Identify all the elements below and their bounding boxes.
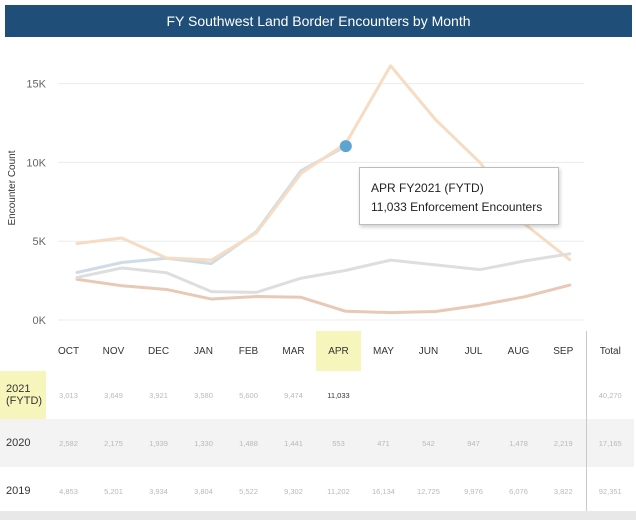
table-cell (541, 371, 586, 419)
tooltip-value: 11,033 Enforcement Encounters (371, 200, 543, 214)
table-cell: 4,853 (46, 467, 91, 515)
table-header-row: OCT NOV DEC JAN FEB MAR APR MAY JUN JUL AUG SEP Tota… (0, 331, 634, 371)
chart-title-bar: FY Southwest Land Border Encounters by M… (5, 5, 632, 37)
table-cell: 3,921 (136, 371, 181, 419)
table-cell: 3,804 (181, 467, 226, 515)
y-axis-label: Encounter Count (7, 150, 18, 225)
table-cell: 1,939 (136, 419, 181, 467)
highlight-point[interactable] (339, 140, 352, 153)
table-cell: 16,134 (361, 467, 406, 515)
month-header: DEC (147, 345, 170, 357)
table-cell: 9,474 (271, 371, 316, 419)
row-label: 2020 (0, 419, 46, 467)
month-header: AUG (507, 345, 530, 357)
table-cell: 12,725 (406, 467, 451, 515)
table-cell: 9,302 (271, 467, 316, 515)
table-cell: 1,441 (271, 419, 316, 467)
table-cell: 3,822 (541, 467, 586, 515)
header-corner (0, 331, 46, 371)
y-tick-label: 0K (33, 315, 47, 327)
table-cell: 1,488 (226, 419, 271, 467)
table-cell: 553 (316, 419, 361, 467)
month-header: JUL (464, 345, 483, 357)
month-header: MAY (373, 345, 394, 357)
table-cell: 5,201 (91, 467, 136, 515)
row-label: 2021 (FYTD) (0, 371, 46, 419)
table-cell: 1,330 (181, 419, 226, 467)
row-total: 92,351 (585, 467, 634, 515)
table-cell: 3,649 (91, 371, 136, 419)
table-row: 2021 (FYTD) 3,013 3,649 3,921 3,580 5,600 9,47… (0, 371, 634, 419)
table-row: 2020 2,582 2,175 1,939 1,330 1,488 1,441 553 471… (0, 419, 634, 467)
table-cell (361, 371, 406, 419)
table-row: 2019 4,853 5,201 3,934 3,804 5,522 9,302 11,202… (0, 467, 634, 515)
month-header: OCT (57, 345, 80, 357)
bottom-rule (0, 511, 636, 520)
table-cell (406, 371, 451, 419)
month-header: APR (316, 331, 361, 371)
table-cell: 3,013 (46, 371, 91, 419)
table-cell: 542 (406, 419, 451, 467)
highlight-points[interactable] (339, 140, 352, 153)
month-header: JAN (194, 345, 213, 357)
table-cell: 947 (451, 419, 496, 467)
gridlines (58, 83, 584, 321)
series-line (75, 252, 572, 294)
table-cell: 11,033 (316, 371, 361, 419)
row-label: 2019 (0, 467, 46, 515)
table-cell: 9,976 (451, 467, 496, 515)
table-cell: 2,219 (541, 419, 586, 467)
table-cell: 2,175 (91, 419, 136, 467)
chart-title: FY Southwest Land Border Encounters by M… (166, 13, 471, 29)
table-cell (451, 371, 496, 419)
row-total: 40,270 (585, 371, 634, 419)
table-cell: 1,478 (496, 419, 541, 467)
table-cell: 11,202 (316, 467, 361, 515)
table-cell (496, 371, 541, 419)
row-total: 17,165 (585, 419, 634, 467)
table-cell: 5,522 (226, 467, 271, 515)
month-header: MAR (282, 345, 305, 357)
tooltip-title: APR FY2021 (FYTD) (371, 181, 484, 195)
table-cell: 6,076 (496, 467, 541, 515)
table-cell: 5,600 (226, 371, 271, 419)
total-header: Total (585, 331, 634, 371)
series-line (75, 144, 348, 275)
month-header: FEB (238, 345, 259, 357)
y-tick-label: 5K (33, 236, 47, 248)
data-table: OCT NOV DEC JAN FEB MAR APR MAY JUN JUL AUG SEP Tota… (0, 331, 634, 515)
table-cell: 471 (361, 419, 406, 467)
month-header: NOV (102, 345, 125, 357)
month-header: SEP (553, 345, 574, 357)
table-cell: 2,582 (46, 419, 91, 467)
month-header: JUN (418, 345, 439, 357)
table-cell: 3,580 (181, 371, 226, 419)
y-tick-label: 15K (26, 79, 46, 91)
table-cell: 3,934 (136, 467, 181, 515)
series-line (75, 277, 572, 315)
y-axis-ticks: 0K 5K 10K 15K (26, 79, 46, 327)
tooltip: APR FY2021 (FYTD) 11,033 Enforcement Enc… (359, 167, 559, 225)
y-tick-label: 10K (26, 157, 46, 169)
